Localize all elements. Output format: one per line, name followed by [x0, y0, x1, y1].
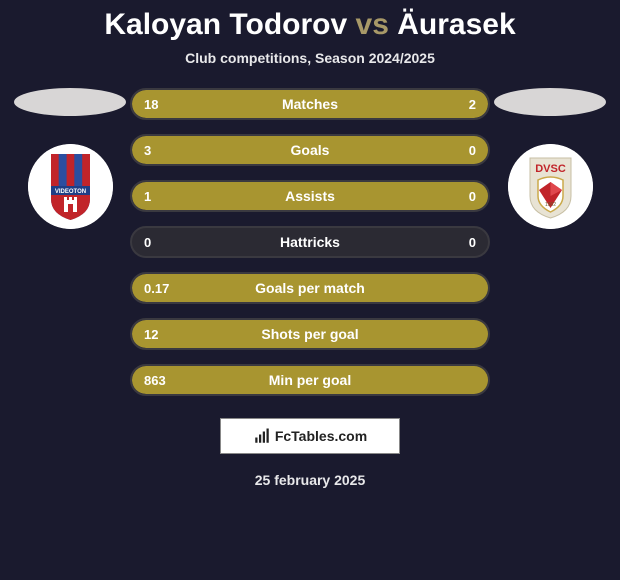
date-text: 25 february 2025: [255, 472, 366, 488]
videoton-crest: VIDEOTON: [28, 144, 113, 229]
chart-icon: [253, 427, 271, 445]
svg-text:VIDEOTON: VIDEOTON: [54, 189, 85, 195]
stat-row: 00Hattricks: [130, 226, 490, 258]
stat-label: Min per goal: [132, 372, 488, 388]
subtitle: Club competitions, Season 2024/2025: [185, 50, 435, 66]
player1-name: Kaloyan Todorov: [104, 8, 347, 41]
stat-row: 863Min per goal: [130, 364, 490, 396]
stat-label: Matches: [132, 96, 488, 112]
main-content: VIDEOTON 182Matches 30Goals 10Assists 00Hat…: [0, 88, 620, 396]
stats-column: 182Matches 30Goals 10Assists 00Hattricks 0.1…: [130, 88, 490, 396]
stat-label: Goals per match: [132, 280, 488, 296]
left-side: VIDEOTON: [10, 88, 130, 229]
stat-label: Goals: [132, 142, 488, 158]
stat-label: Shots per goal: [132, 326, 488, 342]
player2-photo-placeholder: [494, 88, 606, 116]
stat-row: 0.17Goals per match: [130, 272, 490, 304]
svg-text:1902: 1902: [544, 202, 555, 208]
stat-label: Assists: [132, 188, 488, 204]
player2-name: Äurasek: [397, 8, 515, 41]
vs-text: vs: [356, 8, 389, 41]
player1-photo-placeholder: [14, 88, 126, 116]
stat-row: 10Assists: [130, 180, 490, 212]
stat-row: 12Shots per goal: [130, 318, 490, 350]
dvsc-crest: DVSC 1902: [508, 144, 593, 229]
comparison-card: Kaloyan Todorov vs Äurasek Club competit…: [0, 0, 620, 580]
fctables-logo: FcTables.com: [220, 418, 400, 454]
title: Kaloyan Todorov vs Äurasek: [104, 8, 515, 42]
stat-row: 30Goals: [130, 134, 490, 166]
stat-label: Hattricks: [132, 234, 488, 250]
right-side: DVSC 1902: [490, 88, 610, 229]
stat-row: 182Matches: [130, 88, 490, 120]
fctables-text: FcTables.com: [275, 428, 367, 444]
svg-text:DVSC: DVSC: [535, 163, 566, 175]
